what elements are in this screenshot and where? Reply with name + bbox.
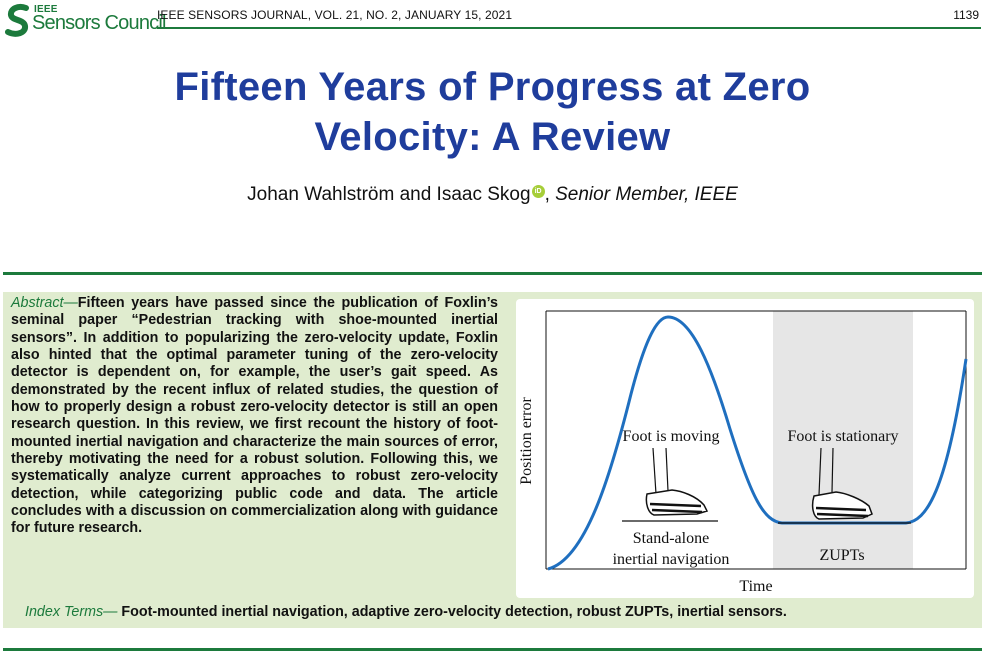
abstract-body: Fifteen years have passed since the publ…: [11, 295, 498, 537]
page-number: 1139: [953, 8, 979, 22]
section-rule-bottom: [3, 648, 982, 651]
label-foot-stationary: Foot is stationary: [787, 428, 898, 445]
abstract-label: Abstract—: [11, 295, 78, 311]
caption-zupts: ZUPTs: [819, 547, 864, 564]
section-rule-top: [3, 272, 982, 275]
abstract-paragraph: Abstract—Fifteen years have passed since…: [11, 295, 498, 538]
paper-title: Fifteen Years of Progress at Zero Veloci…: [0, 62, 985, 162]
zupt-figure-svg: Position error Time Foot is moving Foot …: [518, 310, 968, 595]
author-membership: Senior Member, IEEE: [555, 184, 738, 205]
y-axis-label: Position error: [518, 397, 535, 485]
index-terms: Index Terms— Foot-mounted inertial navig…: [25, 604, 787, 620]
author-line: Johan Wahlström and Isaac Skog iD, Senior…: [0, 184, 985, 206]
stationary-shaded-region: [773, 311, 913, 569]
logo-ieee-text: IEEE: [34, 4, 58, 15]
index-terms-body: Foot-mounted inertial navigation, adapti…: [117, 604, 787, 620]
orcid-icon[interactable]: iD: [531, 185, 545, 198]
caption-standalone-line-2: inertial navigation: [613, 551, 730, 568]
caption-standalone-line-1: Stand-alone: [633, 530, 709, 547]
sensors-council-logo-icon: [5, 3, 29, 37]
sensors-council-logo: IEEE Sensors Council: [4, 3, 166, 37]
journal-citation: IEEE SENSORS JOURNAL, VOL. 21, NO. 2, JA…: [157, 8, 513, 22]
moving-foot-icon: [645, 447, 709, 516]
stationary-foot-icon: [811, 447, 873, 520]
logo-council-text: Sensors Council: [32, 12, 166, 34]
author-names: Johan Wahlström and Isaac Skog: [247, 184, 531, 205]
index-terms-label: Index Terms—: [25, 604, 118, 620]
zupt-figure: Position error Time Foot is moving Foot …: [516, 299, 974, 598]
header-rule: [157, 27, 981, 29]
label-foot-moving: Foot is moving: [623, 428, 720, 445]
paper-title-line-2: Velocity: A Review: [314, 115, 671, 159]
position-error-curve: [547, 315, 968, 571]
paper-title-line-1: Fifteen Years of Progress at Zero: [174, 65, 811, 109]
author-separator: ,: [544, 184, 556, 205]
x-axis-label: Time: [739, 578, 772, 595]
